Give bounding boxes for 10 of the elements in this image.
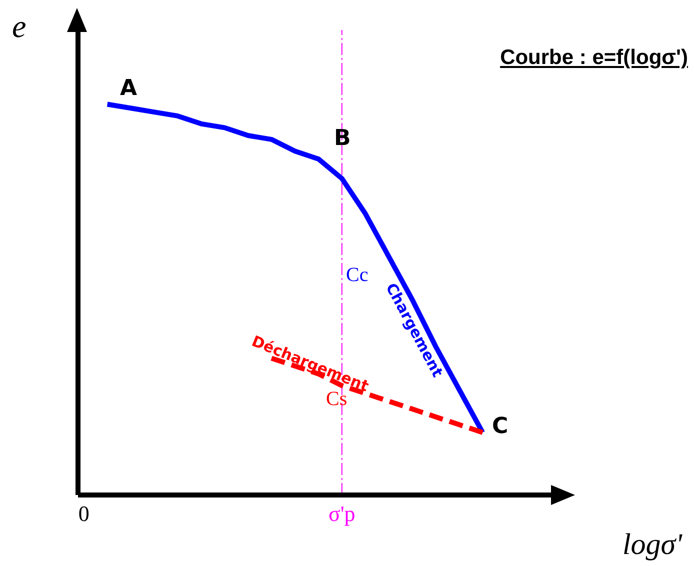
annotation: Cc (346, 264, 368, 287)
y-axis-title: e (12, 8, 26, 45)
annotation: Cs (326, 388, 348, 411)
x-tick-label: σ'p (328, 501, 356, 526)
annotation: C (492, 414, 508, 439)
chart-title: Courbe : e=f(logσ') (500, 46, 688, 70)
x-axis-title: logσ' (622, 528, 682, 562)
annotation: B (334, 126, 351, 151)
text: A (120, 76, 138, 101)
x-tick-label: 0 (78, 501, 90, 526)
